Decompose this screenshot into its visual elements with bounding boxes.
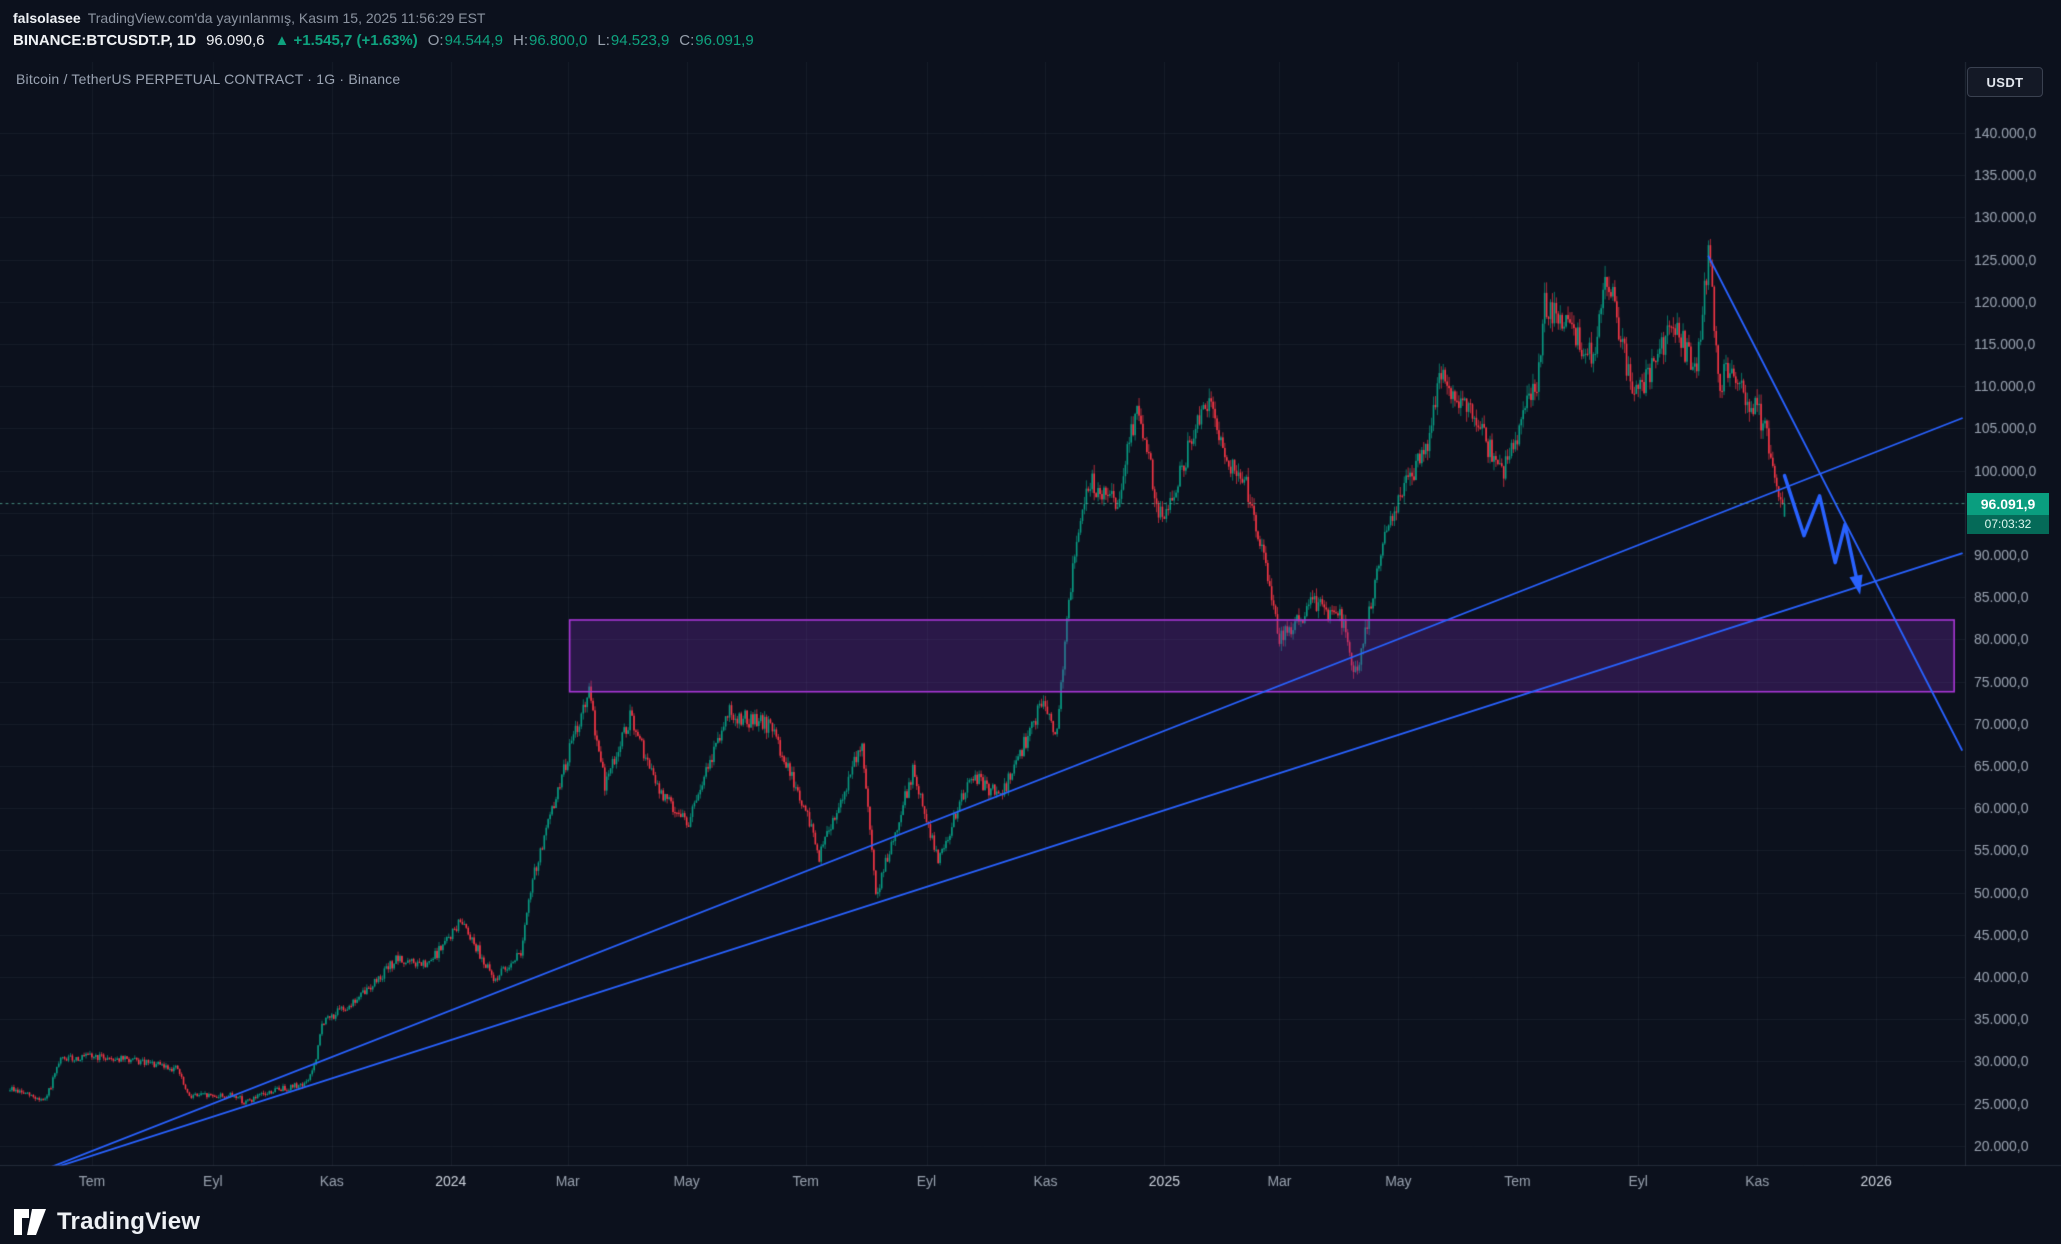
publish-row: falsolasee TradingView.com'da yayınlanmı… bbox=[13, 7, 2061, 29]
chart-legend: Bitcoin / TetherUS PERPETUAL CONTRACT · … bbox=[16, 71, 401, 87]
tradingview-wordmark[interactable]: TradingView bbox=[57, 1208, 201, 1235]
footer: TradingView bbox=[13, 1203, 200, 1241]
symbol-title[interactable]: BINANCE:BTCUSDT.P, 1D bbox=[13, 31, 197, 49]
symbol-row: BINANCE:BTCUSDT.P, 1D 96.090,6 ▲ +1.545,… bbox=[13, 29, 2061, 51]
share-header: falsolasee TradingView.com'da yayınlanmı… bbox=[0, 0, 2061, 62]
currency-toggle-button[interactable]: USDT bbox=[1967, 67, 2043, 97]
up-arrow-icon: ▲ bbox=[274, 31, 290, 49]
ohlc-high: H:96.800,0 bbox=[513, 31, 588, 49]
last-price-badge: 96.091,9 07:03:32 bbox=[1967, 492, 2049, 534]
author-name[interactable]: falsolasee bbox=[13, 10, 81, 26]
price-chart-canvas[interactable] bbox=[0, 62, 2061, 1198]
publish-info: TradingView.com'da yayınlanmış, Kasım 15… bbox=[87, 10, 486, 26]
header-change: ▲ +1.545,7 (+1.63%) bbox=[274, 32, 417, 49]
change-value: +1.545,7 (+1.63%) bbox=[293, 31, 418, 49]
ohlc-low: L:94.523,9 bbox=[597, 31, 670, 49]
bar-countdown: 07:03:32 bbox=[1967, 514, 2049, 534]
chart-pane: Bitcoin / TetherUS PERPETUAL CONTRACT · … bbox=[0, 62, 2061, 1198]
last-price-value: 96.091,9 bbox=[1967, 492, 2049, 515]
ohlc-open: O:94.544,9 bbox=[427, 31, 503, 49]
header-last-price: 96.090,6 bbox=[206, 31, 265, 49]
ohlc-close: C:96.091,9 bbox=[679, 31, 754, 49]
tradingview-logo-icon[interactable] bbox=[13, 1207, 47, 1237]
